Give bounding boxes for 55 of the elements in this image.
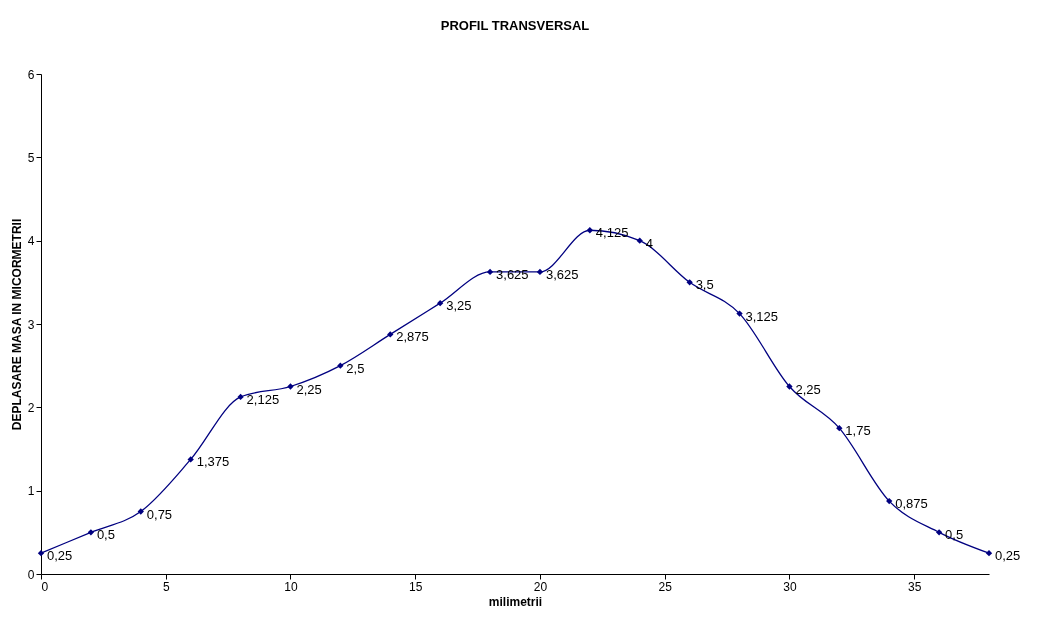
- x-tick-label: 35: [907, 579, 922, 594]
- data-label: 0,75: [146, 506, 173, 522]
- point: [636, 237, 643, 244]
- point: [287, 383, 294, 390]
- y-tick-label: 6: [27, 67, 35, 82]
- y-tick-label: 1: [27, 484, 35, 499]
- point: [586, 227, 593, 234]
- y-tick-label: 0: [27, 567, 35, 582]
- y-tick-label: 3: [27, 317, 35, 332]
- point: [985, 550, 993, 557]
- data-label: 0,25: [995, 548, 1021, 564]
- point: [37, 550, 45, 557]
- point: [187, 456, 194, 463]
- data-label: 3,625: [545, 266, 579, 282]
- point: [786, 383, 793, 390]
- point: [536, 268, 544, 276]
- point: [237, 393, 244, 401]
- y-tick-label: 2: [27, 400, 35, 415]
- x-tick-label: 30: [783, 579, 797, 594]
- data-label: 2,875: [396, 329, 429, 345]
- x-tick-label: 15: [409, 579, 423, 594]
- data-label: 0,25: [47, 548, 73, 564]
- x-tick-label: 25: [658, 579, 673, 594]
- point: [486, 268, 494, 276]
- data-label: 3,25: [446, 298, 472, 314]
- point: [686, 279, 693, 286]
- x-tick-label: 10: [284, 579, 298, 594]
- data-label: 0,5: [96, 527, 115, 543]
- point: [886, 497, 893, 505]
- point: [736, 310, 743, 317]
- data-label: 2,125: [246, 391, 280, 407]
- point: [387, 331, 394, 338]
- y-axis-title: DEPLASARE MASA IN MICORMETRII: [9, 218, 24, 431]
- data-label: 2,25: [296, 381, 322, 397]
- data-label: 0,875: [895, 496, 928, 512]
- x-axis-title: milimetrii: [488, 594, 543, 609]
- data-label: 2,25: [795, 381, 821, 397]
- y-tick-label: 4: [27, 234, 35, 249]
- chart-title: PROFIL TRANSVERSAL: [440, 18, 590, 33]
- data-label: 2,5: [346, 360, 365, 376]
- data-label: 3,125: [745, 308, 779, 324]
- point: [337, 362, 344, 369]
- data-label: 3,5: [695, 277, 714, 293]
- x-tick-label: 5: [162, 579, 170, 594]
- point: [836, 425, 843, 432]
- x-tick-label: 0: [41, 579, 49, 594]
- y-tick-label: 5: [27, 150, 35, 165]
- data-label: 1,375: [196, 454, 230, 470]
- point: [437, 300, 444, 307]
- point: [137, 508, 144, 515]
- x-tick-label: 20: [533, 579, 548, 594]
- data-label: 0,5: [945, 527, 964, 543]
- data-label: 1,75: [845, 423, 871, 439]
- point: [87, 529, 95, 536]
- point: [935, 529, 943, 536]
